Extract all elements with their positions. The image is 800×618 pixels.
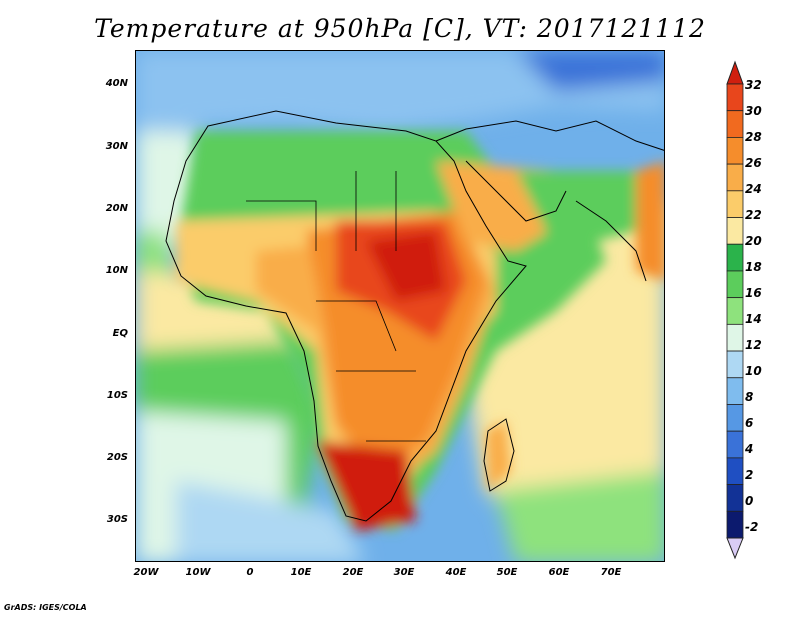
colorbar-label-8: 8 (745, 390, 754, 404)
colorbar-label-16: 16 (745, 286, 762, 300)
lat-label-10n: 10N (105, 265, 128, 276)
colorbar-label-28: 28 (745, 130, 762, 144)
colorbar-segment (726, 377, 744, 405)
lat-label-10s: 10S (106, 390, 128, 401)
colorbar-segment (726, 457, 744, 485)
lon-label-50e: 50E (496, 567, 518, 578)
map-panel (135, 50, 665, 562)
colorbar-bottom-arrow (726, 537, 744, 560)
colorbar-segment (726, 137, 744, 165)
grads-credit: GrADS: IGES/COLA (4, 603, 87, 612)
colorbar-label-20: 20 (745, 234, 762, 248)
colorbar-segment (726, 350, 744, 379)
colorbar-segment (726, 243, 744, 272)
lat-label-eq: EQ (112, 328, 128, 339)
colorbar-label-32: 32 (745, 78, 762, 92)
lat-label-40n: 40N (105, 78, 128, 89)
colorbar-label-18: 18 (745, 260, 762, 274)
lat-label-30n: 30N (105, 141, 128, 152)
temperature-map (136, 51, 664, 561)
colorbar-label-2: 2 (745, 468, 754, 482)
colorbar-label-0: 0 (745, 494, 754, 508)
colorbar-label-26: 26 (745, 156, 762, 170)
colorbar-label-30: 30 (745, 104, 762, 118)
colorbar-segment (726, 83, 744, 112)
colorbar-label-14: 14 (745, 312, 762, 326)
lon-label-20e: 20E (342, 567, 364, 578)
colorbar-top-arrow (726, 60, 744, 85)
colorbar-segment (726, 190, 744, 218)
lon-label-60e: 60E (548, 567, 570, 578)
colorbar-segment (726, 110, 744, 138)
colorbar-segment (726, 484, 744, 512)
colorbar-segment (726, 323, 744, 352)
colorbar-segment (726, 270, 744, 299)
colorbar-label-10: 10 (745, 364, 762, 378)
colorbar-label-12: 12 (745, 338, 762, 352)
colorbar-segment (726, 163, 744, 192)
colorbar-segment (726, 510, 744, 539)
lat-label-20s: 20S (106, 452, 128, 463)
lon-label-40e: 40E (445, 567, 467, 578)
lon-label-20w: 20W (133, 567, 159, 578)
colorbar-segment (726, 217, 744, 245)
lon-label-10w: 10W (185, 567, 211, 578)
colorbar-label-24: 24 (745, 182, 762, 196)
lon-label-30e: 30E (393, 567, 415, 578)
colorbar-segment (726, 404, 744, 432)
colorbar (726, 60, 744, 560)
colorbar-label-neg2: -2 (745, 520, 759, 534)
colorbar-label-22: 22 (745, 208, 762, 222)
lon-label-0: 0 (246, 567, 254, 578)
colorbar-segment (726, 430, 744, 459)
colorbar-segment (726, 297, 744, 325)
lat-label-20n: 20N (105, 203, 128, 214)
lon-label-10e: 10E (290, 567, 312, 578)
chart-title: Temperature at 950hPa [C], VT: 201712111… (94, 14, 706, 43)
lat-label-30s: 30S (106, 514, 128, 525)
colorbar-label-4: 4 (745, 442, 754, 456)
colorbar-label-6: 6 (745, 416, 754, 430)
lon-label-70e: 70E (600, 567, 622, 578)
